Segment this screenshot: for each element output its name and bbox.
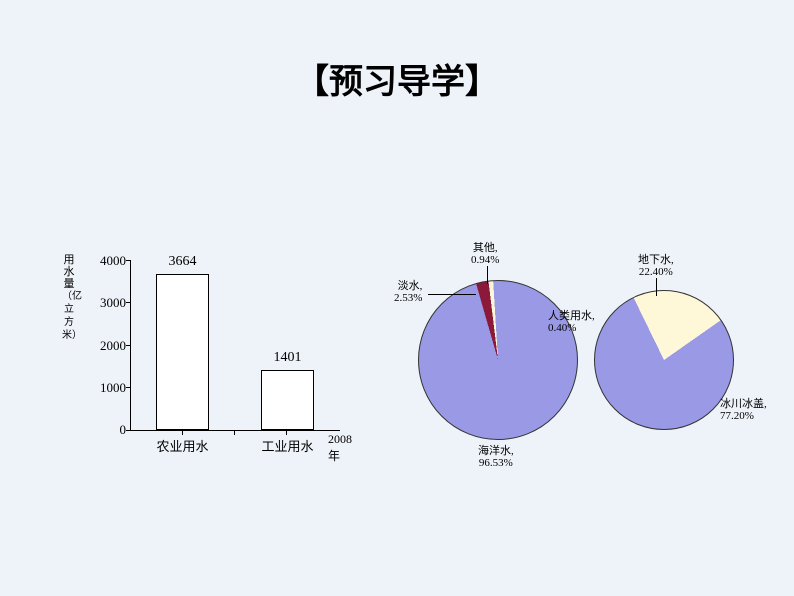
pie2-circle (594, 290, 734, 430)
pie1-label-fresh-name: 淡水, (398, 280, 423, 292)
pie1-label-fresh: 淡水, 2.53% (394, 280, 422, 304)
bar-value-1: 1401 (261, 350, 314, 366)
bar-ytick-2: 2000 (90, 338, 126, 354)
leader-fresh (428, 294, 476, 295)
bar-chart: 用水量 （亿立方米） 0 1000 2000 3000 4000 3664 14… (70, 250, 340, 470)
leader-other (487, 266, 488, 284)
bar-industry (261, 370, 314, 430)
leader-ground (656, 278, 657, 296)
bar-ytick-3: 3000 (90, 295, 126, 311)
page-title: 【预习导学】 (0, 0, 794, 103)
bar-ytick-1: 1000 (90, 380, 126, 396)
bar-ytick-4: 4000 (90, 253, 126, 269)
bar-xtick-mark-2 (234, 430, 235, 435)
pie2-label-glacier-pct: 77.20% (720, 410, 754, 422)
pie1-label-ocean: 海洋水, 96.53% (478, 445, 514, 469)
bar-plot-area (130, 260, 340, 430)
pie1-label-ocean-name: 海洋水, (478, 445, 514, 457)
pie1-label-fresh-pct: 2.53% (394, 292, 422, 304)
pie2-label-glacier: 冰川冰盖, 77.20% (720, 398, 767, 422)
bar-ytick-mark-0 (126, 430, 130, 431)
pie1-label-ocean-pct: 96.53% (479, 457, 513, 469)
bar-ylabel-text: 用水量 (64, 254, 75, 290)
bar-category-0: 农业用水 (130, 436, 235, 455)
bar-x-axis (130, 430, 340, 431)
pie1-label-other-name: 其他, (473, 242, 498, 254)
bar-ylabel-unit: （亿立方米） (62, 291, 82, 341)
pie1-label-human-name: 人类用水, (548, 310, 595, 322)
bar-agriculture (156, 274, 209, 430)
pie1-label-human: 人类用水, 0.40% (548, 310, 595, 334)
charts-row: 用水量 （亿立方米） 0 1000 2000 3000 4000 3664 14… (0, 250, 794, 550)
pie2-label-ground-pct: 22.40% (639, 266, 673, 278)
pie1-label-other: 其他, 0.94% (471, 242, 499, 266)
bar-xtick-mark-1 (182, 430, 183, 435)
bar-y-axis-label: 用水量 （亿立方米） (62, 254, 76, 342)
pie1-label-human-pct: 0.40% (548, 322, 576, 334)
pie2-label-glacier-name: 冰川冰盖, (720, 398, 767, 410)
bar-value-0: 3664 (156, 254, 209, 270)
pie1-label-other-pct: 0.94% (471, 254, 499, 266)
pie2-label-ground: 地下水, 22.40% (638, 254, 674, 278)
pie-chart-2 (594, 290, 734, 430)
pie-chart-1 (418, 280, 578, 440)
pie1-circle (418, 280, 578, 440)
bar-x-end-label: 2008年 (328, 432, 352, 464)
pie2-label-ground-name: 地下水, (638, 254, 674, 266)
pie-charts: 其他, 0.94% 淡水, 2.53% 人类用水, 0.40% 海洋水, 96.… (398, 250, 778, 500)
bar-ytick-0: 0 (90, 422, 126, 438)
bar-xtick-mark-3 (286, 430, 287, 435)
bar-category-1: 工业用水 (235, 436, 340, 455)
